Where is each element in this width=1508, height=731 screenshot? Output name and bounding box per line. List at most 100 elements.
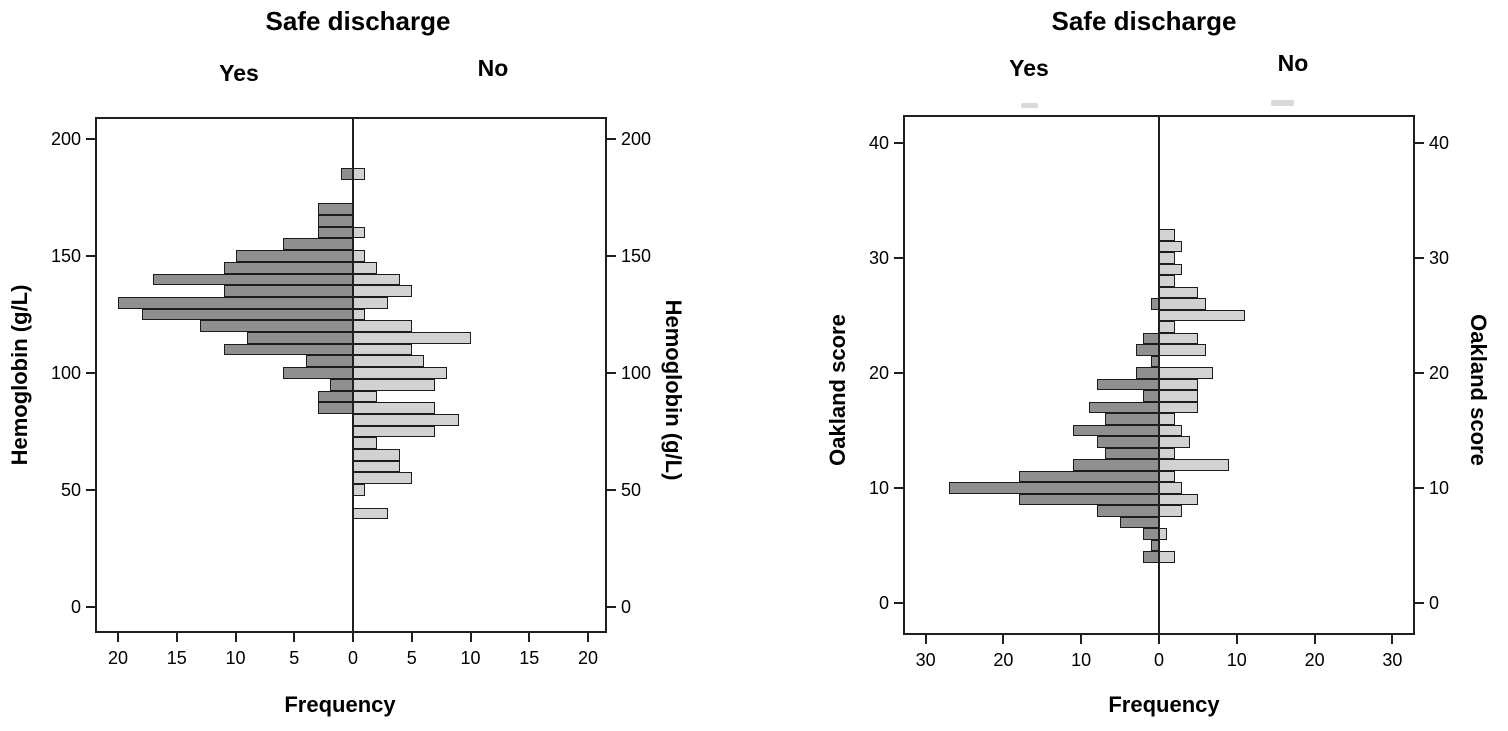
bar-no-29: [1159, 263, 1183, 276]
bar-no-18: [1159, 390, 1198, 402]
bar-yes-8: [1096, 505, 1159, 517]
bar-yes-11: [1018, 470, 1159, 483]
x-tick-label: 20: [577, 648, 599, 668]
x-tick-label: 20: [107, 648, 129, 668]
chart-title: Safe discharge: [265, 6, 451, 36]
x-tick: [469, 633, 472, 642]
y-tick-label-left: 100: [50, 363, 81, 383]
y-tick-label-left: 50: [60, 480, 81, 500]
y-tick-label-right: 0: [1429, 593, 1440, 613]
x-tick: [1002, 635, 1005, 644]
x-tick-label: 10: [1071, 650, 1092, 670]
x-tick-label: 0: [1153, 650, 1165, 670]
bar-no-6: [1159, 528, 1167, 540]
x-axis-label: Frequency: [284, 692, 396, 717]
x-tick-label: 5: [406, 648, 417, 668]
ghost-label-artifact: [1021, 103, 1038, 108]
y-tick-label-left: 10: [868, 478, 889, 498]
bar-yes-20: [1135, 367, 1159, 379]
y-tick-label-right: 200: [621, 129, 652, 149]
bar-no-8: [1159, 505, 1183, 517]
x-tick-label: 15: [519, 648, 540, 668]
y-tick-label-right: 0: [621, 597, 632, 617]
bar-no-32: [1159, 229, 1175, 241]
y-tick-left: [86, 138, 95, 140]
bar-no-9: [1159, 493, 1198, 506]
bar-no-4: [1159, 551, 1175, 563]
bar-no-24: [1159, 321, 1175, 333]
center-axis-line: [352, 117, 354, 633]
panel-label-no: No: [477, 55, 509, 81]
y-tick-label-left: 150: [50, 246, 81, 266]
x-axis-label: Frequency: [1108, 692, 1220, 717]
y-tick-label-right: 150: [621, 246, 652, 266]
x-tick-label: 30: [915, 650, 936, 670]
bar-no-15: [1159, 424, 1183, 437]
bar-yes-19: [1096, 378, 1159, 391]
y-tick-right: [1415, 257, 1424, 259]
chart-title: Safe discharge: [1051, 6, 1237, 36]
bar-no-30: [1159, 252, 1175, 264]
bar-no-14: [1159, 436, 1191, 448]
bar-yes-16: [1104, 413, 1159, 425]
bar-no-22: [1159, 344, 1206, 356]
y-tick-right: [1415, 142, 1424, 144]
y-tick-label-right: 40: [1429, 133, 1450, 153]
bar-no-11: [1159, 470, 1175, 483]
x-tick: [1080, 635, 1083, 644]
bar-no-31: [1159, 240, 1183, 253]
x-tick: [117, 633, 119, 642]
bar-no-23: [1159, 332, 1198, 345]
y-tick-right: [607, 372, 616, 374]
y-tick-left: [894, 257, 903, 259]
bar-yes-18: [1143, 390, 1159, 402]
x-tick-label: 20: [1304, 650, 1325, 670]
y-tick-label-right: 30: [1429, 248, 1450, 268]
bar-yes-6: [1143, 528, 1159, 540]
y-tick-right: [607, 138, 616, 140]
bar-yes-13: [1104, 447, 1159, 460]
x-tick-label: 0: [347, 648, 359, 668]
x-tick: [1313, 635, 1316, 644]
bar-yes-23: [1143, 332, 1159, 345]
bar-yes-15: [1073, 424, 1159, 437]
y-axis-label-right: Oakland score: [1466, 314, 1491, 466]
bar-no-27: [1159, 286, 1198, 299]
y-tick-right: [1415, 602, 1424, 604]
bar-no-20: [1159, 367, 1214, 379]
bar-no-28: [1159, 275, 1175, 287]
y-tick-label-right: 50: [621, 480, 642, 500]
bar-no-10: [1159, 482, 1183, 494]
y-tick-left: [894, 602, 903, 604]
x-tick: [175, 633, 178, 642]
x-tick: [1158, 635, 1160, 644]
bar-no-16: [1159, 413, 1175, 425]
x-tick: [410, 633, 413, 642]
x-tick: [234, 633, 237, 642]
bar-yes-7: [1120, 516, 1159, 529]
y-tick-right: [607, 606, 616, 608]
bar-no-25: [1159, 309, 1245, 322]
x-tick: [1235, 635, 1238, 644]
panel-label-yes: Yes: [219, 60, 259, 86]
y-tick-left: [86, 372, 95, 374]
bar-no-26: [1159, 298, 1206, 310]
y-tick-left: [894, 487, 903, 489]
bar-yes-14: [1096, 436, 1159, 448]
x-tick: [352, 633, 354, 642]
panel-label-yes: Yes: [1009, 55, 1049, 81]
bar-yes-4: [1143, 551, 1159, 563]
x-tick-label: 10: [225, 648, 246, 668]
x-tick: [1391, 635, 1394, 644]
bar-yes-22: [1135, 344, 1159, 356]
y-tick-label-left: 20: [868, 363, 889, 383]
y-axis-label-left: Oakland score: [825, 314, 850, 466]
y-tick-left: [86, 255, 95, 257]
y-tick-label-right: 100: [621, 363, 652, 383]
y-tick-label-right: 10: [1429, 478, 1450, 498]
x-tick-label: 10: [1226, 650, 1247, 670]
bar-yes-9: [1018, 493, 1159, 506]
panel-label-no: No: [1277, 50, 1309, 76]
x-tick-label: 20: [993, 650, 1014, 670]
